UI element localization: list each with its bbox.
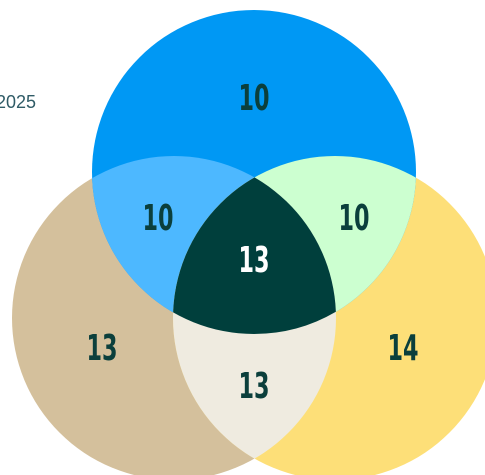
year-label: 2025 [0,92,36,112]
region-value: 13 [238,240,269,282]
region-value: 10 [142,198,173,240]
region-value: 10 [338,198,369,240]
region-labels: 10 10 10 13 13 14 13 [86,78,418,408]
region-value: 13 [238,366,269,408]
region-value: 13 [86,328,117,370]
region-value: 10 [238,78,269,120]
region-value: 14 [387,328,418,370]
